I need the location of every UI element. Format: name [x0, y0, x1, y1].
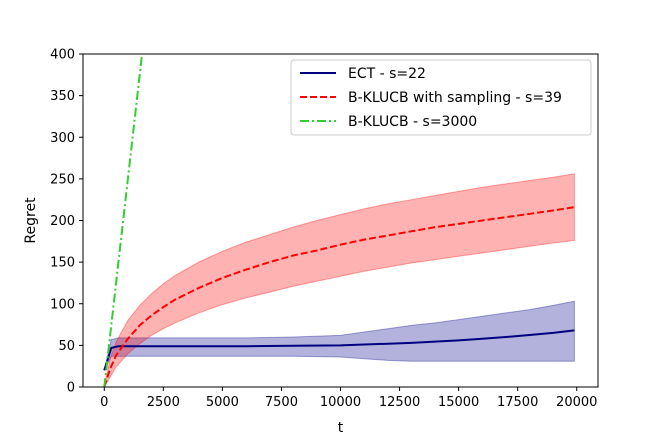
legend: ECT - s=22 B-KLUCB with sampling - s=39 … — [290, 59, 592, 136]
x-axis-ticks: 0 2500 5000 7500 10000 12500 15000 17500 20000 — [100, 387, 597, 410]
x-tick-label: 20000 — [556, 395, 597, 410]
confidence-band-1 — [103, 173, 575, 387]
x-tick-label: 12500 — [379, 395, 420, 410]
y-tick-label: 0 — [67, 381, 75, 396]
x-tick-label: 15000 — [438, 395, 479, 410]
y-tick-label: 50 — [58, 339, 75, 354]
y-axis-label: Regret — [23, 197, 39, 244]
y-tick-label: 350 — [50, 89, 75, 104]
x-axis-label: t — [338, 420, 344, 436]
legend-label-ect: ECT - s=22 — [348, 66, 426, 82]
y-tick-label: 150 — [50, 256, 75, 271]
series-line-2 — [103, 54, 144, 387]
y-tick-label: 300 — [50, 131, 75, 146]
x-tick-label: 7500 — [265, 395, 298, 410]
series-line-0 — [103, 329, 575, 371]
legend-label-bklucb: B-KLUCB - s=3000 — [348, 114, 477, 130]
y-tick-label: 100 — [50, 297, 75, 312]
x-tick-label: 0 — [100, 395, 108, 410]
series-lines — [103, 54, 575, 387]
series-line-1 — [103, 206, 575, 387]
x-tick-label: 17500 — [497, 395, 538, 410]
y-tick-label: 400 — [50, 48, 75, 63]
legend-label-bklucb-sampling: B-KLUCB with sampling - s=39 — [348, 90, 562, 106]
y-tick-label: 250 — [50, 172, 75, 187]
x-tick-label: 10000 — [320, 395, 361, 410]
legend-box — [290, 59, 592, 136]
x-tick-label: 2500 — [147, 395, 180, 410]
confidence-bands — [103, 173, 575, 387]
x-tick-label: 5000 — [206, 395, 239, 410]
y-tick-label: 200 — [50, 214, 75, 229]
y-axis-ticks: 0 50 100 150 200 250 300 350 400 — [50, 48, 83, 396]
